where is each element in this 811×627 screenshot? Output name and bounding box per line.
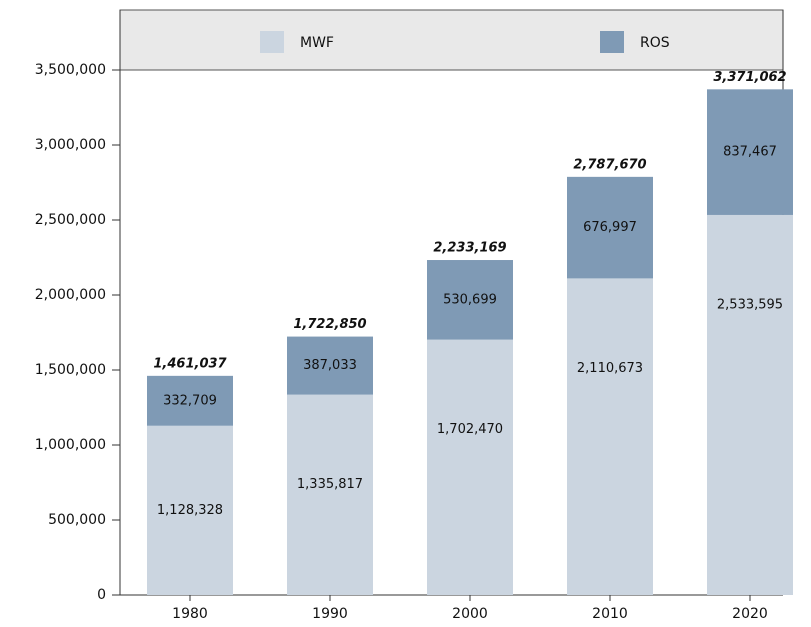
- value-label: 676,997: [583, 220, 637, 235]
- total-label: 2,233,169: [433, 241, 506, 256]
- total-label: 1,722,850: [293, 317, 366, 332]
- value-label: 1,128,328: [157, 503, 223, 518]
- x-tick-label: 2010: [592, 606, 628, 622]
- bar-segment: [287, 336, 373, 395]
- x-tick-label: 1980: [172, 606, 208, 622]
- bar-segment: [427, 339, 513, 595]
- value-label: 1,335,817: [297, 477, 363, 492]
- y-tick-label: 1,500,000: [35, 362, 106, 378]
- bar-segment: [147, 375, 233, 426]
- x-tick-label: 2000: [452, 606, 488, 622]
- bar-segment: [147, 425, 233, 595]
- bar-segment: [567, 176, 653, 279]
- value-label: 332,709: [163, 393, 217, 408]
- legend-label: MWF: [300, 35, 334, 51]
- legend-label: ROS: [640, 35, 670, 51]
- y-tick-label: 1,000,000: [35, 437, 106, 453]
- bar-segment: [427, 260, 513, 340]
- y-tick-label: 500,000: [48, 512, 106, 528]
- value-label: 2,533,595: [717, 297, 783, 312]
- value-label: 1,702,470: [437, 422, 503, 437]
- y-tick-label: 3,000,000: [35, 137, 106, 153]
- legend-swatch: [260, 31, 284, 53]
- legend-band: [119, 9, 784, 71]
- total-label: 2,787,670: [573, 157, 646, 172]
- y-tick-label: 2,000,000: [35, 287, 106, 303]
- value-label: 530,699: [443, 292, 497, 307]
- total-label: 1,461,037: [153, 356, 227, 371]
- y-tick-label: 2,500,000: [35, 212, 106, 228]
- y-tick-label: 3,500,000: [35, 62, 106, 78]
- bar-segment: [567, 278, 653, 595]
- y-tick-label: 0: [97, 587, 106, 603]
- x-tick-label: 2020: [732, 606, 768, 622]
- bar-segment: [707, 214, 793, 595]
- x-tick-label: 1990: [312, 606, 348, 622]
- total-label: 3,371,062: [713, 70, 786, 85]
- value-label: 387,033: [303, 358, 357, 373]
- value-label: 2,110,673: [577, 361, 643, 376]
- legend-swatch: [600, 31, 624, 53]
- bar-segment: [707, 89, 793, 215]
- value-label: 837,467: [723, 145, 777, 160]
- bar-segment: [287, 394, 373, 595]
